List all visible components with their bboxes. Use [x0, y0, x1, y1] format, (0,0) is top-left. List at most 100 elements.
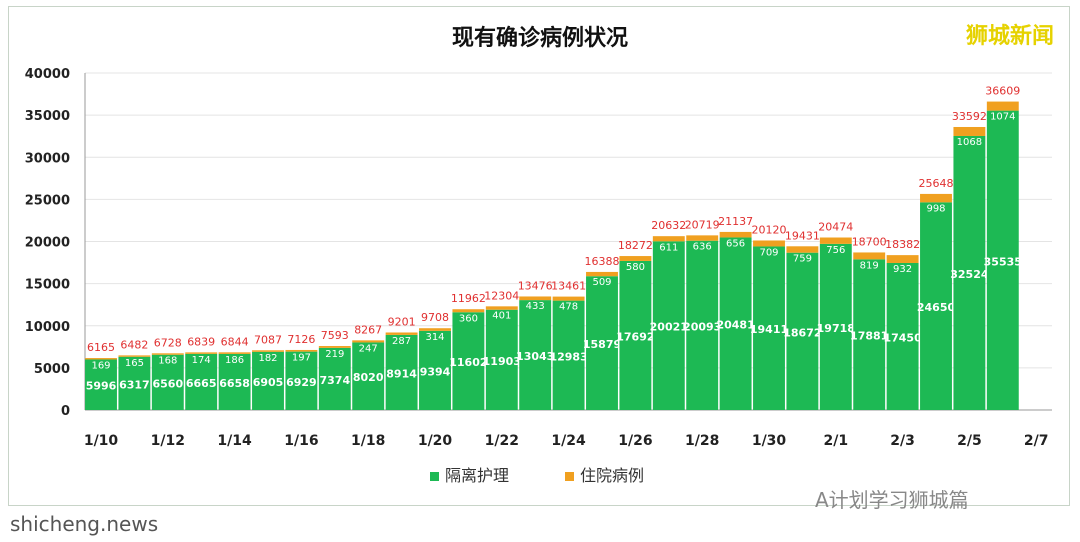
bar-hospital — [552, 296, 585, 301]
bar-hospital — [920, 193, 952, 203]
x-tick-label: 2/1 — [823, 433, 848, 449]
bar-isolation — [485, 309, 518, 410]
data-label-isolation: 18672 — [783, 326, 821, 339]
watermark-logo: 狮城新闻 — [965, 24, 1054, 49]
y-tick-label: 35000 — [25, 109, 70, 124]
bar-hospital — [318, 346, 351, 348]
bar-hospital — [519, 296, 552, 301]
x-tick-label: 1/22 — [485, 433, 519, 449]
data-label-total: 18272 — [618, 239, 653, 252]
bar-hospital — [886, 255, 919, 263]
bar-hospital — [819, 237, 852, 244]
data-label-total: 7126 — [287, 333, 315, 346]
x-tick-label: 1/16 — [284, 433, 318, 449]
data-label-total: 36609 — [985, 85, 1020, 98]
bar-isolation — [686, 240, 719, 410]
data-label-isolation: 8914 — [386, 367, 417, 380]
bar-isolation — [619, 260, 652, 410]
watermark-wechat: A计划学习狮城篇 — [815, 488, 969, 512]
bar-hospital — [85, 358, 117, 360]
bar-isolation — [218, 353, 251, 410]
data-label-total: 8267 — [354, 323, 382, 336]
data-label-isolation: 6560 — [152, 377, 183, 390]
bar-hospital — [385, 332, 418, 335]
bar-isolation — [819, 243, 852, 410]
bar-isolation — [552, 300, 585, 410]
data-label-hospital: 819 — [860, 260, 879, 271]
bar-isolation — [519, 300, 552, 410]
data-label-isolation: 6658 — [219, 377, 250, 390]
data-label-total: 19431 — [785, 229, 820, 242]
data-label-hospital: 636 — [693, 242, 712, 253]
data-label-isolation: 6905 — [253, 376, 284, 389]
x-tick-label: 2/7 — [1024, 433, 1049, 449]
data-label-hospital: 169 — [91, 360, 110, 371]
bar-hospital — [686, 235, 719, 241]
data-label-isolation: 19411 — [750, 323, 788, 336]
data-label-hospital: 580 — [626, 262, 645, 273]
y-tick-label: 5000 — [34, 362, 70, 377]
y-tick-label: 0 — [61, 404, 70, 419]
bar-hospital — [485, 306, 518, 310]
bar-isolation — [318, 347, 351, 410]
data-label-isolation: 24650 — [917, 301, 956, 314]
data-label-hospital: 168 — [158, 356, 177, 367]
data-label-hospital: 287 — [392, 336, 411, 347]
data-label-total: 20632 — [651, 219, 686, 232]
data-label-total: 6482 — [120, 338, 148, 351]
data-label-total: 18382 — [885, 238, 920, 251]
data-label-hospital: 186 — [225, 355, 244, 366]
watermark-site: shicheng.news — [10, 512, 159, 536]
data-label-total: 18700 — [852, 235, 887, 248]
bar-isolation — [419, 330, 451, 410]
data-label-isolation: 8020 — [353, 371, 384, 384]
bar-isolation — [652, 241, 685, 410]
bar-hospital — [218, 352, 251, 354]
bar-isolation — [252, 351, 284, 410]
data-label-total: 6839 — [187, 335, 215, 348]
x-tick-label: 1/30 — [752, 433, 787, 449]
data-label-hospital: 998 — [926, 203, 945, 214]
data-label-total: 9201 — [388, 315, 416, 328]
data-label-total: 6728 — [154, 336, 182, 349]
y-tick-label: 15000 — [25, 278, 70, 293]
data-label-hospital: 182 — [258, 353, 277, 364]
data-label-isolation: 6929 — [286, 376, 317, 389]
bar-isolation — [719, 237, 752, 410]
data-label-total: 6165 — [87, 341, 115, 354]
bar-isolation — [953, 135, 986, 411]
bar-hospital — [586, 271, 618, 277]
x-tick-label: 1/24 — [551, 433, 586, 449]
data-label-total: 33592 — [952, 110, 987, 123]
data-label-isolation: 6665 — [186, 377, 217, 390]
data-label-isolation: 13043 — [516, 350, 554, 363]
data-label-isolation: 6317 — [119, 378, 150, 391]
data-label-hospital: 219 — [325, 349, 344, 360]
x-tick-label: 2/5 — [957, 433, 982, 449]
data-label-total: 16388 — [585, 255, 620, 268]
x-tick-label: 1/18 — [351, 433, 385, 449]
data-label-hospital: 509 — [592, 277, 611, 288]
bar-hospital — [419, 328, 451, 331]
data-label-hospital: 401 — [492, 311, 511, 322]
data-label-isolation: 19718 — [817, 322, 855, 335]
bar-isolation — [352, 342, 385, 410]
data-label-hospital: 174 — [192, 355, 211, 366]
bar-isolation — [886, 262, 919, 410]
data-label-isolation: 9394 — [420, 365, 451, 378]
data-label-isolation: 17450 — [883, 331, 922, 344]
y-tick-label: 25000 — [25, 193, 70, 208]
bar-isolation — [586, 276, 618, 410]
bar-hospital — [719, 231, 752, 238]
data-label-hospital: 433 — [526, 301, 545, 312]
data-label-hospital: 656 — [726, 238, 745, 249]
data-label-hospital: 165 — [125, 358, 144, 369]
bar-isolation — [753, 246, 785, 410]
bar-hospital — [285, 349, 318, 352]
data-label-isolation: 32524 — [950, 268, 989, 281]
legend: 隔离护理 住院病例 — [430, 462, 644, 486]
data-label-isolation: 15879 — [583, 338, 621, 351]
bar-isolation — [151, 354, 184, 410]
x-tick-label: 1/26 — [618, 433, 652, 449]
